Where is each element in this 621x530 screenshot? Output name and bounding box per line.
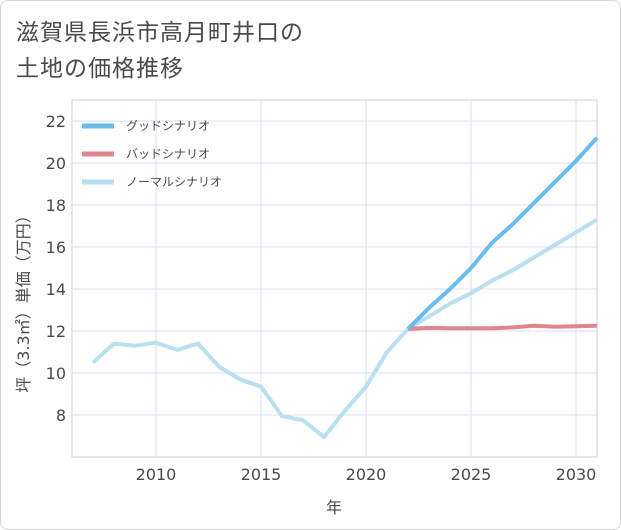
series-line-0 (406, 136, 599, 331)
y-tick-label: 8 (56, 406, 66, 425)
y-tick-label: 22 (46, 112, 66, 131)
chart-title: 滋賀県長浜市高月町井口の 土地の価格推移 (16, 15, 304, 87)
y-tick-label: 14 (46, 280, 66, 299)
series-line-1 (407, 323, 598, 331)
y-tick-label: 16 (46, 238, 66, 257)
x-tick-label: 2025 (451, 465, 492, 484)
y-tick-label: 10 (46, 364, 66, 383)
y-axis-ticks: 8 10 12 14 16 18 20 22 (46, 112, 66, 425)
series-line-2 (91, 217, 599, 440)
series-lines (91, 136, 599, 440)
y-tick-label: 20 (46, 154, 66, 173)
legend-label: ノーマルシナリオ (126, 175, 222, 189)
x-tick-label: 2015 (241, 465, 282, 484)
chart-title-line-2: 土地の価格推移 (16, 56, 184, 82)
legend-label: グッドシナリオ (126, 119, 210, 133)
x-axis-label: 年 (326, 498, 342, 517)
plot-area (71, 99, 598, 458)
legend-label: バッドシナリオ (126, 147, 210, 161)
grid-lines (72, 100, 597, 457)
y-axis-label: 坪（3.3㎡）単価（万円） (14, 207, 33, 392)
chart-title-line-1: 滋賀県長浜市高月町井口の (16, 20, 304, 46)
x-tick-label: 2030 (556, 465, 597, 484)
x-tick-label: 2020 (346, 465, 387, 484)
x-tick-label: 2010 (136, 465, 177, 484)
x-axis-ticks: 2010 2015 2020 2025 2030 (136, 465, 597, 484)
y-tick-label: 12 (46, 322, 66, 341)
y-tick-label: 18 (46, 196, 66, 215)
